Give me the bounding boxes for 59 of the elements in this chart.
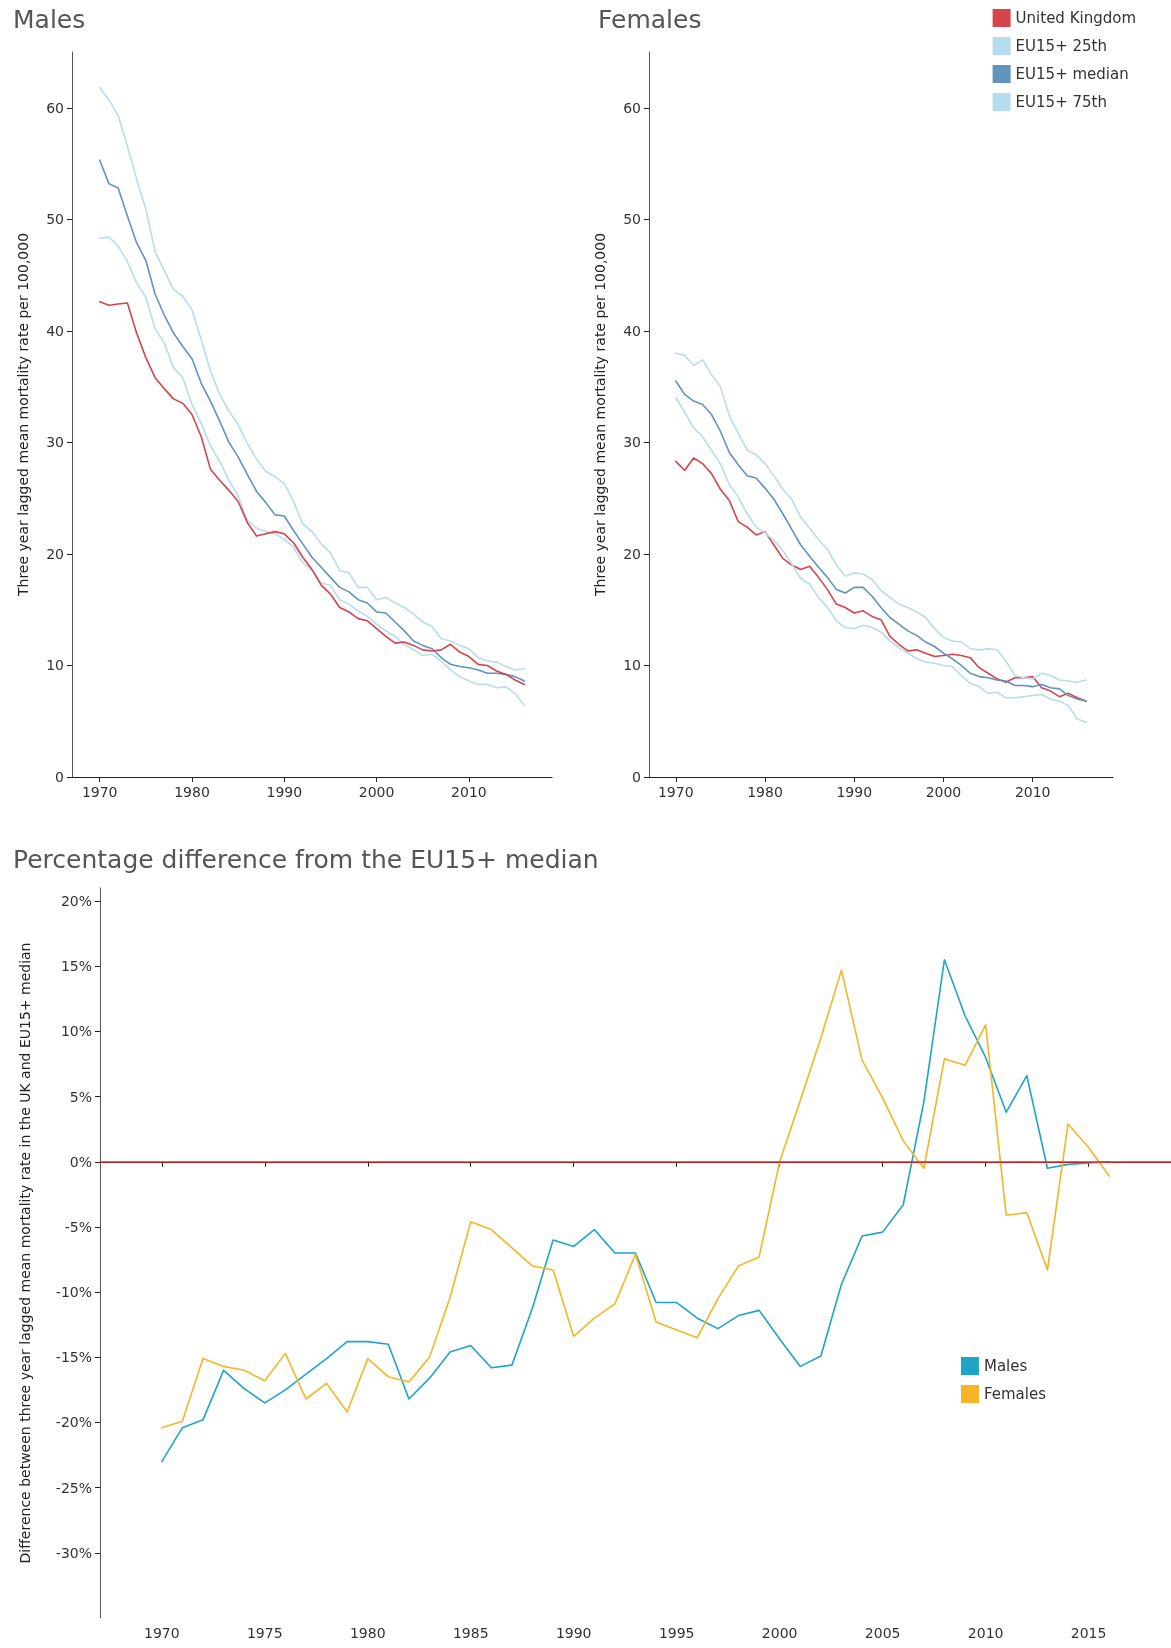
x-tick-label: 1980 (747, 784, 783, 800)
y-tick-label: 15% (60, 958, 92, 975)
line-series (98, 301, 526, 686)
chart-title: Percentage difference from the EU15+ median (13, 845, 599, 874)
x-tick-label: 1980 (174, 784, 210, 800)
y-tick-label: 0 (632, 769, 641, 785)
y-tick-label: 40 (46, 322, 64, 339)
chart-title: Males (13, 5, 86, 34)
y-tick-label: 20 (623, 545, 641, 562)
x-tick-label: 1995 (658, 1625, 695, 1641)
y-tick-label: 50 (46, 211, 64, 228)
x-tick-label: 1990 (555, 1625, 592, 1641)
legend-label: United Kingdom (1015, 9, 1137, 27)
x-tick-label: 1970 (657, 784, 694, 800)
x-tick-label: 2000 (358, 784, 395, 800)
y-axis-title: Three year lagged mean mortality rate per 100,000 (592, 232, 608, 598)
x-tick-label: 2010 (967, 1625, 1004, 1641)
y-tick-label: -5% (64, 1218, 92, 1235)
x-tick-label: 1970 (143, 1625, 180, 1641)
legend-label: Females (983, 1385, 1047, 1403)
x-tick-label: 1990 (266, 784, 303, 800)
y-axis-title: Three year lagged mean mortality rate per 100,000 (15, 232, 31, 598)
legend-label: Males (983, 1357, 1028, 1375)
y-tick-label: 60 (623, 99, 641, 116)
x-tick-label: 1970 (81, 784, 118, 800)
y-tick-label: 30 (46, 434, 64, 451)
x-tick-label: 2000 (925, 784, 962, 800)
y-tick-label: 50 (623, 211, 641, 228)
y-tick-label: -25% (55, 1479, 92, 1496)
y-tick-label: 10% (60, 1023, 92, 1040)
y-tick-label: 10 (623, 657, 641, 674)
line-series (98, 236, 526, 707)
y-tick-label: 20% (60, 893, 92, 910)
y-tick-label: 0% (69, 1153, 92, 1170)
y-tick-label: 20 (46, 545, 64, 562)
x-tick-label: 2010 (451, 784, 487, 800)
y-tick-label: 10 (46, 657, 64, 674)
x-tick-label: 2015 (1070, 1625, 1107, 1641)
legend-label: EU15+ 75th (1015, 93, 1107, 111)
y-tick-label: -20% (55, 1414, 92, 1431)
x-tick-label: 1980 (349, 1625, 386, 1641)
y-tick-label: 30 (623, 434, 641, 451)
y-tick-label: -30% (55, 1544, 92, 1561)
x-tick-label: 2010 (1014, 784, 1051, 800)
chart-title: Females (598, 5, 702, 34)
x-tick-label: 1975 (246, 1625, 283, 1641)
y-tick-label: 40 (623, 322, 641, 339)
y-tick-label: -15% (55, 1349, 92, 1366)
y-tick-label: -10% (55, 1284, 92, 1301)
x-tick-label: 2005 (864, 1625, 901, 1641)
x-tick-label: 1990 (836, 784, 873, 800)
legend-label: EU15+ median (1015, 65, 1129, 83)
y-tick-label: 5% (69, 1088, 92, 1105)
y-tick-label: 60 (46, 99, 64, 116)
x-tick-label: 1985 (452, 1625, 489, 1641)
x-tick-label: 2000 (761, 1625, 798, 1641)
y-tick-label: 0 (55, 769, 64, 785)
y-axis-title: Difference between three year lagged mean mortality rate in the UK and EU15+ median (17, 942, 33, 1564)
legend-label: EU15+ 25th (1015, 37, 1107, 55)
